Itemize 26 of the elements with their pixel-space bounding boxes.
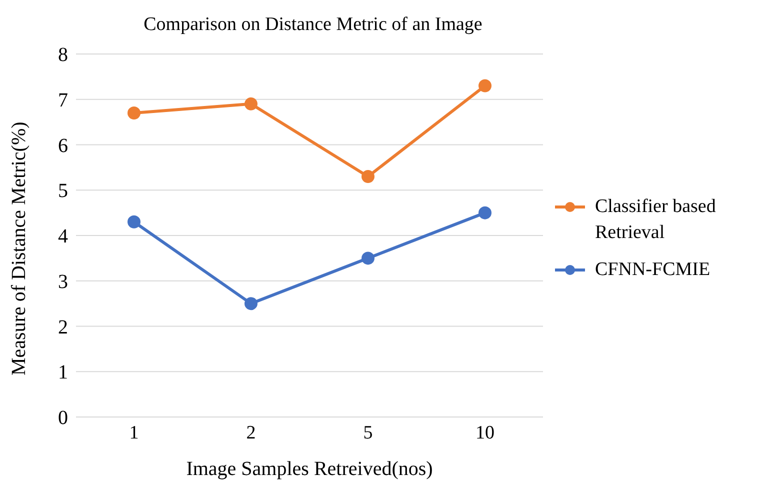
y-tick-label: 5 [58,180,68,202]
y-tick-label: 4 [58,226,68,248]
point [362,170,374,184]
point [128,106,140,120]
y-tick-label: 7 [58,89,68,112]
x-axis-title: Image Samples Retreived(nos) [186,458,433,480]
point [478,206,492,220]
x-tick-label: 1 [129,422,139,444]
point [362,252,374,265]
y-tick-label: 8 [58,44,68,66]
legend-label: Classifier based Retrieval [595,194,717,244]
y-tick-label: 2 [58,316,68,338]
y-tick-label: 3 [58,270,68,293]
legend-label: CFNN-FCMIE [595,258,710,282]
point [244,97,258,110]
point [128,215,140,228]
chart-title: Comparison on Distance Metric of an Image [142,14,484,36]
y-tick-label: 6 [58,134,68,157]
y-axis-title: Measure of Distance Metric(%) [8,122,30,376]
x-tick-label: 10 [476,422,494,444]
x-tick-label: 2 [246,422,256,444]
point [244,297,258,310]
point [478,79,492,92]
y-tick-label: 0 [58,407,68,430]
x-tick-label: 5 [363,422,373,444]
y-tick-label: 1 [58,362,68,384]
